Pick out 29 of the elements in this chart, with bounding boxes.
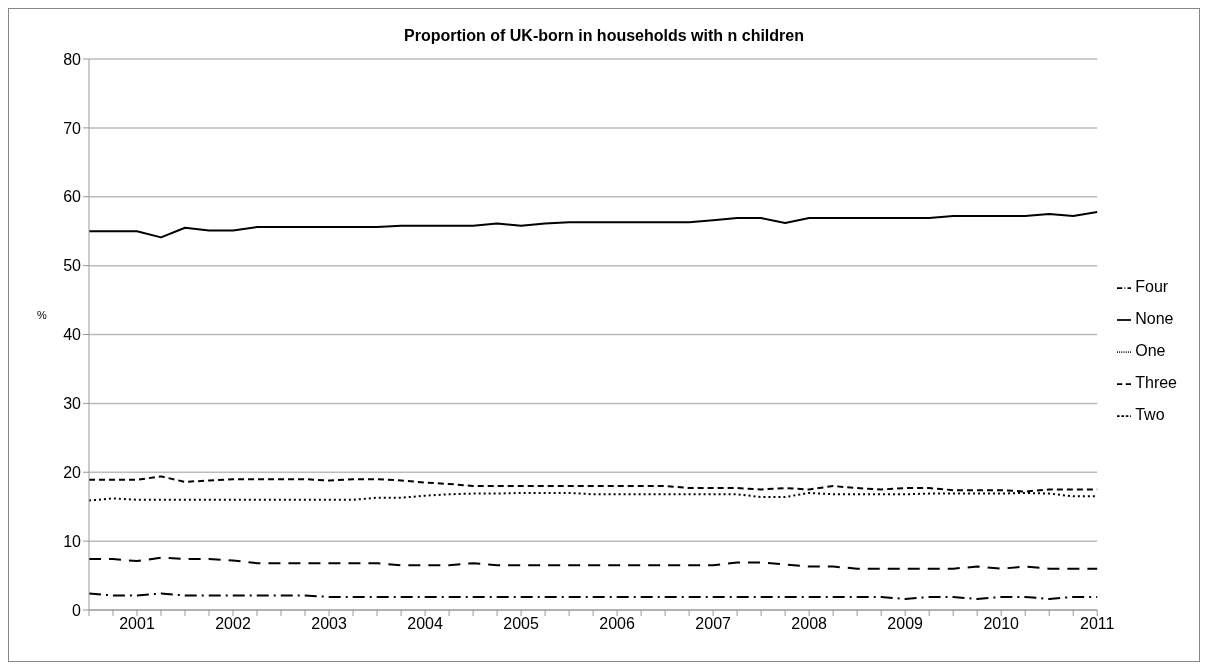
line-series xyxy=(88,556,1099,570)
legend-label: Three xyxy=(1135,374,1177,391)
y-tick-label: 30 xyxy=(63,395,82,413)
x-tick-label: 2002 xyxy=(215,615,251,633)
y-tick-label: 20 xyxy=(63,463,82,481)
legend-label: None xyxy=(1135,310,1174,327)
x-tick-label: 2008 xyxy=(791,615,828,633)
x-tick-label: 2006 xyxy=(599,615,635,633)
y-tick-label: 70 xyxy=(63,119,82,137)
y-axis-title: % xyxy=(37,309,47,321)
x-tick-label: 2007 xyxy=(695,615,732,633)
x-tick-label: 2003 xyxy=(311,615,347,633)
x-tick-label: 2005 xyxy=(503,615,539,633)
y-tick-label: 80 xyxy=(63,50,82,68)
legend-label: One xyxy=(1135,342,1166,359)
x-tick-label: 2009 xyxy=(887,615,924,633)
legend-label: Two xyxy=(1135,406,1165,423)
y-tick-label: 40 xyxy=(63,326,82,344)
x-tick-label: 2004 xyxy=(407,615,443,633)
chart-title: Proportion of UK-born in households with n children xyxy=(403,26,805,46)
y-tick-label: 0 xyxy=(72,601,82,619)
x-tick-label: 2011 xyxy=(1080,615,1115,633)
line-series xyxy=(88,210,1099,239)
x-tick-label: 2001 xyxy=(119,615,155,633)
legend-label: Four xyxy=(1135,278,1169,295)
y-tick-label: 60 xyxy=(63,188,82,206)
y-tick-label: 50 xyxy=(63,257,82,275)
x-tick-label: 2010 xyxy=(983,615,1020,633)
y-tick-label: 10 xyxy=(63,532,82,550)
